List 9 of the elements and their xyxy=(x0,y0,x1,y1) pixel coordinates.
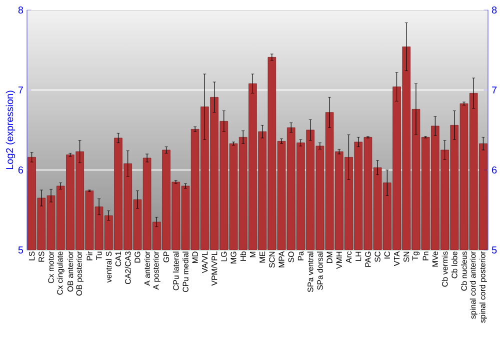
y-tick-label: 5 xyxy=(18,246,24,254)
y-tick-label: 8 xyxy=(18,6,24,14)
y2-tick-label: 5 xyxy=(492,246,497,254)
y2-tick-label: 8 xyxy=(492,6,497,14)
y2-tick-label: 7 xyxy=(492,86,497,94)
y-axis-title: Log2 (expression) xyxy=(6,90,16,170)
y-tick-label: 7 xyxy=(18,86,23,94)
y-tick-label: 6 xyxy=(18,166,24,174)
y2-tick-label: 6 xyxy=(492,166,497,174)
